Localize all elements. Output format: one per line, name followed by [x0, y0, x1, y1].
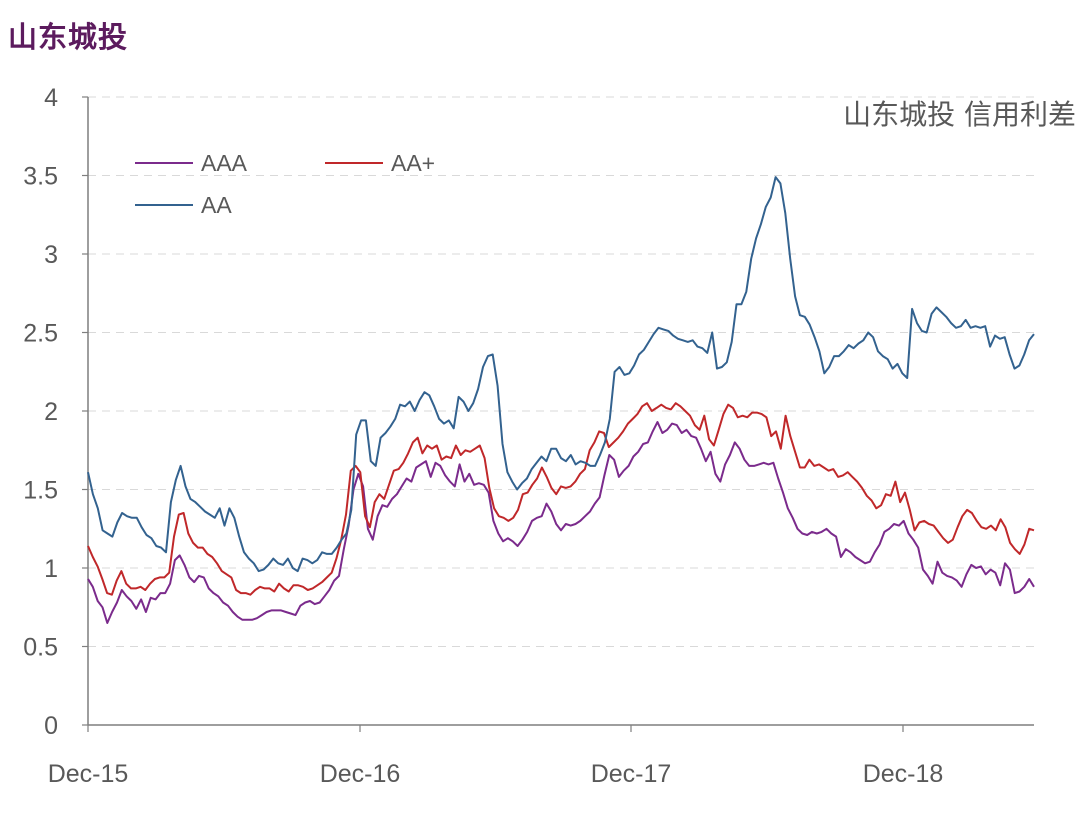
legend-label-aaa: AAA [201, 150, 248, 176]
x-axis-ticks: Dec-15 Dec-16 Dec-17 Dec-18 [48, 725, 944, 788]
x-tick-label: Dec-16 [320, 760, 401, 788]
series-line-aaa [87, 421, 1035, 624]
legend-label-aa-plus: AA+ [391, 150, 435, 176]
chart-title: 山东城投 信用利差 [843, 98, 1076, 131]
y-tick-label: 3.5 [23, 163, 58, 191]
series-line-aa-plus [87, 402, 1035, 596]
axes [87, 97, 1034, 726]
legend-label-aa: AA [201, 192, 232, 218]
legend: AAA AA+ AA [135, 150, 435, 218]
series-lines [87, 176, 1035, 624]
y-tick-label: 2.5 [23, 320, 58, 348]
y-tick-label: 0.5 [23, 634, 58, 662]
series-line-aa [87, 176, 1035, 573]
y-tick-label: 1 [44, 555, 58, 583]
y-tick-label: 2 [44, 398, 58, 426]
y-tick-label: 3 [44, 241, 58, 269]
page-title: 山东城投 [8, 20, 129, 54]
x-tick-label: Dec-15 [48, 760, 129, 788]
y-tick-label: 4 [44, 84, 58, 112]
x-tick-label: Dec-17 [591, 760, 672, 788]
x-tick-label: Dec-18 [863, 760, 944, 788]
y-axis-ticks: 0 0.5 1 1.5 2 2.5 3 3.5 4 [23, 84, 88, 740]
y-tick-label: 0 [44, 712, 58, 740]
y-tick-label: 1.5 [23, 477, 58, 505]
gridlines [88, 96, 1034, 647]
